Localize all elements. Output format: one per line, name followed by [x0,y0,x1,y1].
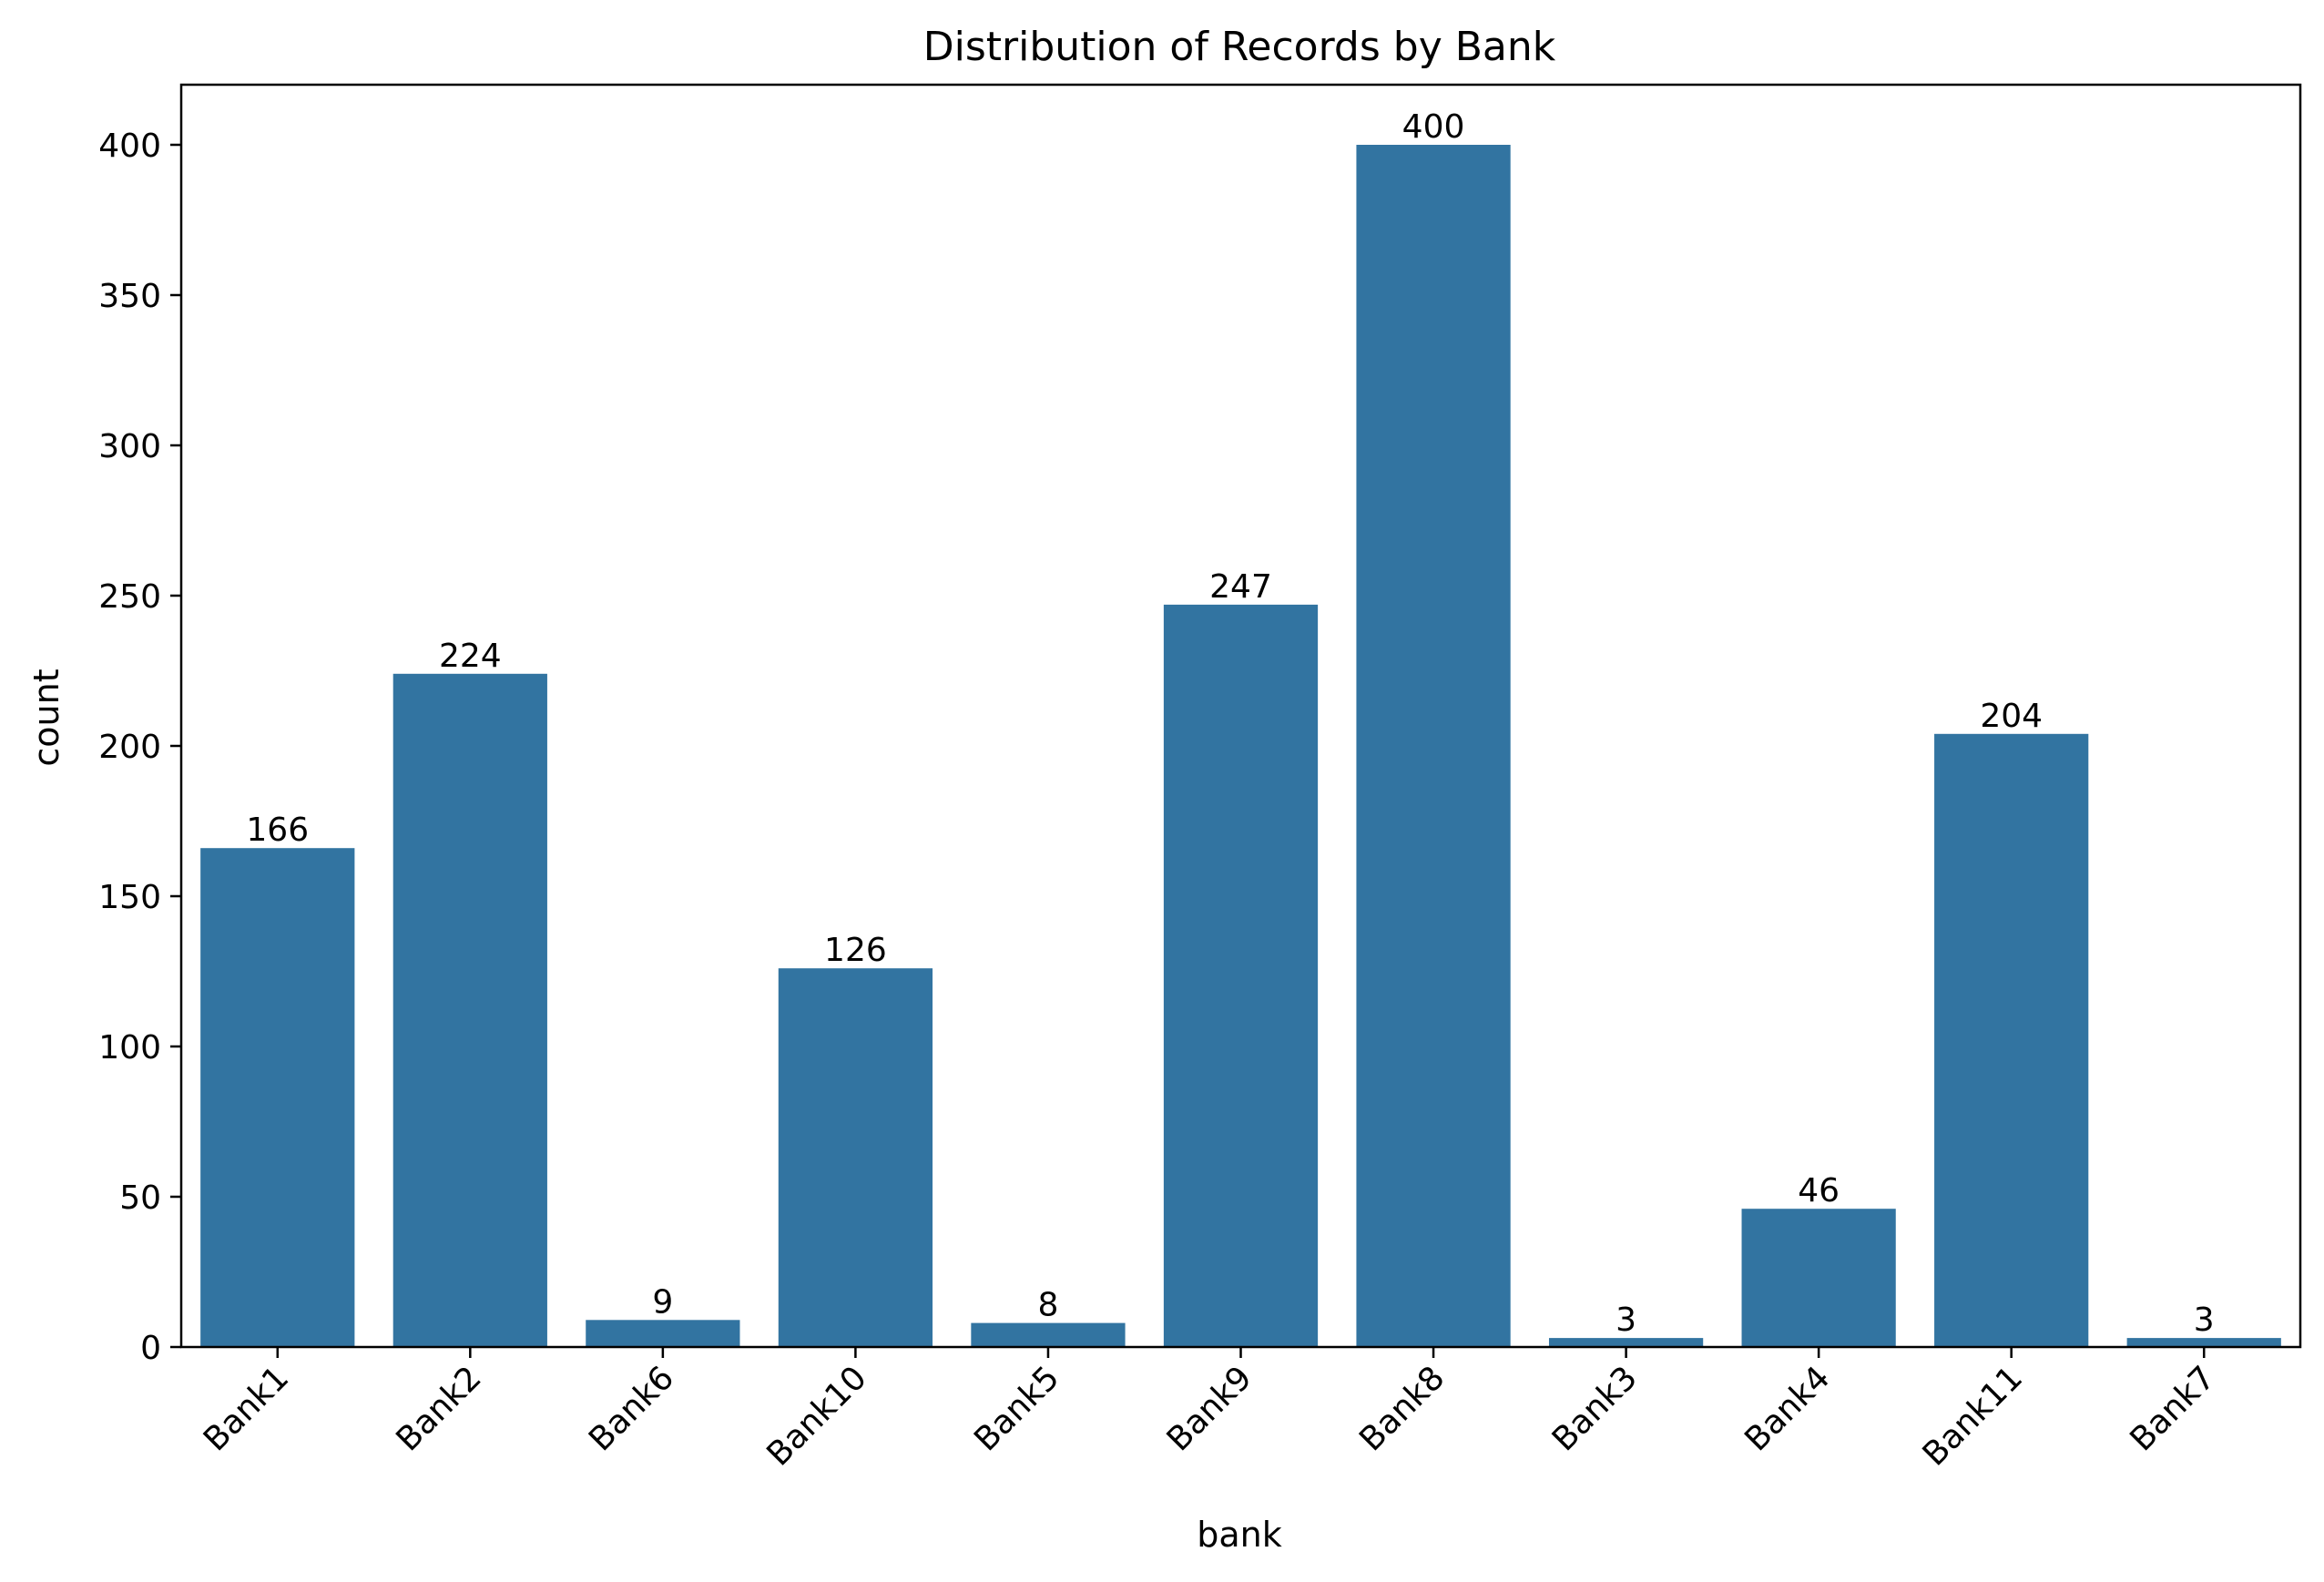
y-tick-label-350: 350 [98,278,161,315]
bar-bank6 [586,1320,740,1347]
bar-bank8 [1356,145,1511,1347]
y-tick-label-50: 50 [119,1179,161,1217]
x-tick-label-bank3: Bank3 [1545,1359,1645,1458]
bar-bank5 [971,1322,1126,1347]
x-axis-label: bank [1197,1515,1282,1555]
x-tick-label-bank7: Bank7 [2123,1359,2222,1458]
y-tick-label-150: 150 [98,879,161,916]
bars-layer: 166 224 9 126 8 247 400 3 46 204 3 [200,108,2281,1347]
data-label-bank5: 8 [1038,1287,1059,1324]
x-tick-label-bank9: Bank9 [1160,1359,1259,1458]
x-tick-label-bank4: Bank4 [1738,1359,1837,1458]
bar-bank9 [1163,604,1319,1347]
data-label-bank3: 3 [1616,1301,1636,1339]
data-label-bank4: 46 [1798,1172,1840,1209]
bar-bank2 [392,673,547,1347]
x-tick-label-bank8: Bank8 [1352,1359,1452,1458]
bar-bank1 [200,848,355,1347]
y-tick-label-400: 400 [98,128,161,165]
x-tick-label-bank2: Bank2 [390,1359,489,1458]
y-tick-label-300: 300 [98,428,161,465]
data-label-bank6: 9 [652,1283,673,1321]
data-label-bank2: 224 [439,638,502,675]
plot-frame [179,83,2302,1349]
y-tick-label-200: 200 [98,729,161,766]
data-label-bank1: 166 [246,811,309,849]
data-label-bank9: 247 [1209,568,1272,606]
bar-bank7 [2126,1338,2281,1347]
x-tick-label-bank10: Bank10 [759,1359,873,1473]
x-tick-label-bank5: Bank5 [967,1359,1066,1458]
data-label-bank8: 400 [1402,108,1465,146]
y-axis-label: count [26,669,66,766]
y-tick-label-100: 100 [98,1029,161,1067]
bar-bank11 [1934,733,2089,1347]
data-label-bank11: 204 [1980,698,2043,735]
bar-bank10 [778,968,933,1347]
y-tick-label-250: 250 [98,578,161,616]
x-tick-label-bank1: Bank1 [197,1359,296,1458]
data-label-bank10: 126 [824,932,887,969]
y-tick-label-0: 0 [140,1330,161,1367]
data-label-bank7: 3 [2194,1301,2215,1339]
chart-title: Distribution of Records by Bank [923,24,1556,70]
x-tick-label-bank6: Bank6 [582,1359,681,1458]
bar-bank4 [1741,1209,1896,1347]
bar-bank3 [1548,1338,1704,1347]
x-tick-label-bank11: Bank11 [1916,1359,2030,1473]
